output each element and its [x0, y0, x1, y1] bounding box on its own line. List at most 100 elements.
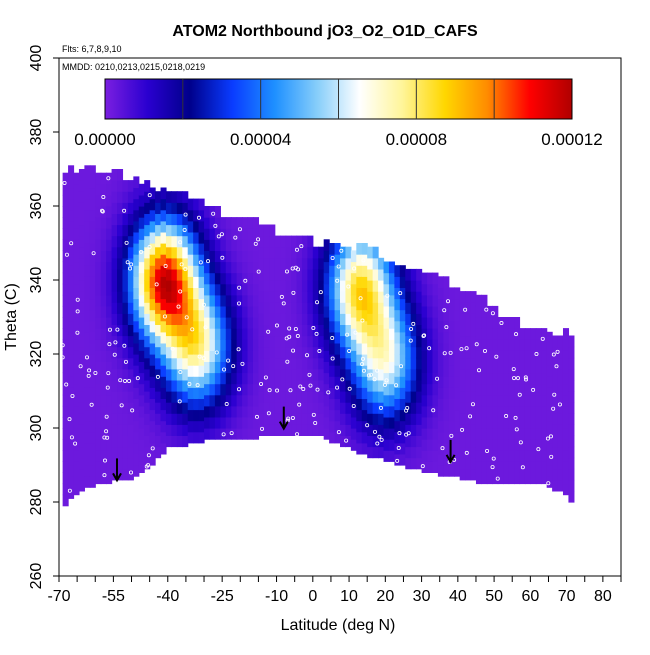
flight-sample-point: [495, 476, 500, 481]
heatmap-cell: [269, 313, 276, 325]
heatmap-cell: [133, 265, 140, 277]
heatmap-cell: [193, 320, 200, 333]
flight-sample-point: [211, 211, 216, 216]
heatmap-cell: [252, 228, 260, 240]
heatmap-cell: [296, 257, 303, 270]
heatmap-cell: [231, 350, 238, 362]
heatmap-cell: [443, 365, 450, 377]
heatmap-cell: [459, 324, 466, 337]
heatmap-cell: [84, 176, 91, 189]
heatmap-cell: [541, 372, 548, 385]
heatmap-cell: [378, 379, 385, 392]
heatmap-cell: [459, 379, 466, 392]
heatmap-cell: [541, 339, 548, 351]
heatmap-cell: [454, 376, 461, 388]
heatmap-cell: [138, 317, 145, 329]
heatmap-cell: [187, 365, 194, 377]
heatmap-cell: [465, 302, 472, 314]
heatmap-cell: [209, 394, 216, 407]
heatmap-cell: [252, 217, 260, 229]
flight-sample-point: [146, 463, 151, 468]
heatmap-cell: [89, 409, 96, 422]
heatmap-cell: [459, 346, 466, 359]
heatmap-cell: [274, 313, 281, 325]
heatmap-cell: [100, 339, 107, 351]
heatmap-cell: [263, 335, 270, 348]
flight-sample-point: [214, 350, 219, 355]
heatmap-cell: [568, 457, 575, 470]
heatmap-cell: [405, 368, 412, 381]
heatmap-cell: [117, 335, 124, 348]
heatmap-cell: [437, 398, 444, 411]
heatmap-cell: [492, 439, 499, 451]
heatmap-cell: [182, 246, 189, 259]
heatmap-cell: [111, 213, 118, 226]
heatmap-cell: [133, 176, 140, 189]
x-tick-label: 10: [340, 588, 358, 605]
flight-sample-point: [514, 332, 519, 337]
heatmap-cell: [171, 235, 178, 248]
heatmap-cell: [427, 450, 434, 462]
heatmap-cell: [193, 220, 200, 233]
heatmap-cell: [448, 298, 455, 311]
heatmap-cell: [546, 420, 553, 433]
heatmap-cell: [383, 428, 390, 440]
heatmap-cell: [242, 416, 249, 429]
heatmap-cell: [350, 350, 357, 362]
heatmap-cell: [535, 416, 542, 429]
heatmap-cell: [383, 328, 390, 340]
heatmap-cell: [486, 461, 493, 473]
heatmap-cell: [367, 335, 374, 348]
heatmap-cell: [421, 450, 428, 462]
heatmap-cell: [318, 391, 325, 403]
heatmap-cell: [204, 361, 211, 374]
heatmap-cell: [329, 342, 336, 355]
heatmap-cell: [193, 276, 200, 288]
flight-sample-point: [84, 355, 89, 360]
heatmap-cell: [301, 302, 308, 314]
flight-sample-point: [396, 446, 401, 451]
heatmap-cell: [73, 172, 80, 185]
heatmap-cell: [127, 324, 134, 337]
heatmap-cell: [514, 461, 521, 473]
heatmap-cell: [416, 435, 423, 448]
heatmap-cell: [225, 350, 232, 362]
heatmap-cell: [546, 376, 553, 388]
y-tick-label: 360: [28, 193, 45, 220]
flight-sample-point: [375, 441, 380, 446]
heatmap-cell: [301, 391, 308, 403]
heatmap-cell: [541, 439, 548, 451]
heatmap-cell: [198, 376, 205, 388]
heatmap-cell: [546, 442, 553, 455]
heatmap-cell: [454, 298, 461, 311]
heatmap-cell: [541, 350, 548, 362]
heatmap-cell: [524, 439, 531, 451]
heatmap-cell: [160, 298, 167, 311]
heatmap-cell: [524, 450, 531, 462]
heatmap-cell: [497, 350, 504, 362]
heatmap-cell: [209, 206, 216, 218]
heatmap-cell: [372, 346, 379, 359]
heatmap-cell: [475, 461, 483, 473]
heatmap-cell: [383, 305, 390, 318]
heatmap-cell: [209, 272, 216, 285]
heatmap-cell: [421, 372, 428, 385]
heatmap-cell: [149, 187, 156, 200]
heatmap-cell: [144, 246, 151, 259]
heatmap-cell: [524, 339, 531, 351]
heatmap-cell: [405, 435, 412, 448]
heatmap-cell: [165, 357, 172, 370]
heatmap-cell: [220, 317, 227, 329]
heatmap-cell: [416, 346, 423, 359]
heatmap-cell: [318, 302, 325, 314]
heatmap-cell: [481, 450, 488, 462]
heatmap-cell: [470, 379, 477, 392]
heatmap-cell: [269, 424, 276, 436]
heatmap-cell: [427, 361, 434, 374]
heatmap-cell: [399, 387, 406, 399]
flight-sample-point: [358, 296, 363, 301]
flight-sample-point: [297, 402, 302, 407]
heatmap-cell: [220, 339, 227, 351]
flight-sample-point: [440, 446, 445, 451]
heatmap-cell: [465, 468, 472, 481]
